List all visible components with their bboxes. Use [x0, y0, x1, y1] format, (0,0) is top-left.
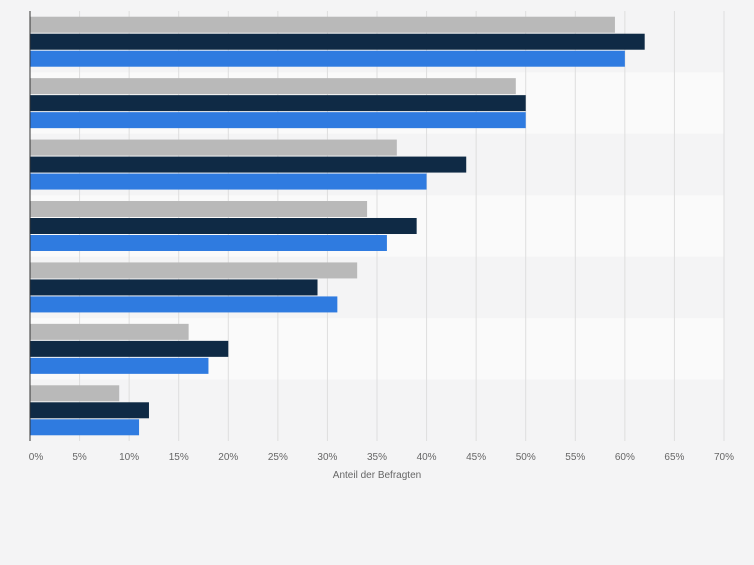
bar[interactable]: [30, 173, 427, 190]
bar[interactable]: [30, 201, 368, 217]
bar[interactable]: [30, 296, 338, 313]
bar[interactable]: [30, 16, 615, 33]
x-tick-label: 20%: [218, 452, 238, 463]
x-axis-ticks: 0% 5% 10% 15% 20% 25% 30% 35% 40% 45% 50% 55% 60% 65%…: [29, 452, 734, 463]
bar[interactable]: [30, 419, 140, 436]
x-tick-label: 0%: [29, 452, 44, 463]
bar[interactable]: [30, 385, 120, 402]
x-tick-label: 30%: [317, 452, 337, 463]
bar[interactable]: [30, 156, 467, 173]
x-tick-label: 50%: [516, 452, 536, 463]
bar[interactable]: [30, 402, 149, 419]
bar[interactable]: [30, 33, 645, 50]
bar[interactable]: [30, 95, 526, 112]
x-tick-label: 15%: [169, 452, 189, 463]
bar[interactable]: [30, 218, 417, 234]
x-tick-label: 45%: [466, 452, 486, 463]
bar[interactable]: [30, 262, 358, 279]
bar[interactable]: [30, 235, 387, 251]
bar[interactable]: [30, 139, 397, 156]
bar[interactable]: [30, 357, 209, 374]
bar[interactable]: [30, 78, 516, 95]
x-tick-label: 70%: [714, 452, 734, 463]
bar[interactable]: [30, 340, 229, 357]
bar[interactable]: [30, 279, 318, 296]
x-tick-label: 60%: [615, 452, 635, 463]
bars: [30, 16, 645, 436]
x-tick-label: 25%: [268, 452, 288, 463]
x-tick-label: 10%: [119, 452, 139, 463]
x-tick-label: 35%: [367, 452, 387, 463]
x-tick-label: 40%: [417, 452, 437, 463]
x-tick-label: 65%: [664, 452, 684, 463]
x-axis-label: Anteil der Befragten: [333, 470, 421, 481]
x-tick-label: 5%: [72, 452, 87, 463]
bar[interactable]: [30, 112, 526, 129]
bar[interactable]: [30, 323, 189, 340]
bar[interactable]: [30, 50, 625, 67]
x-tick-label: 55%: [565, 452, 585, 463]
